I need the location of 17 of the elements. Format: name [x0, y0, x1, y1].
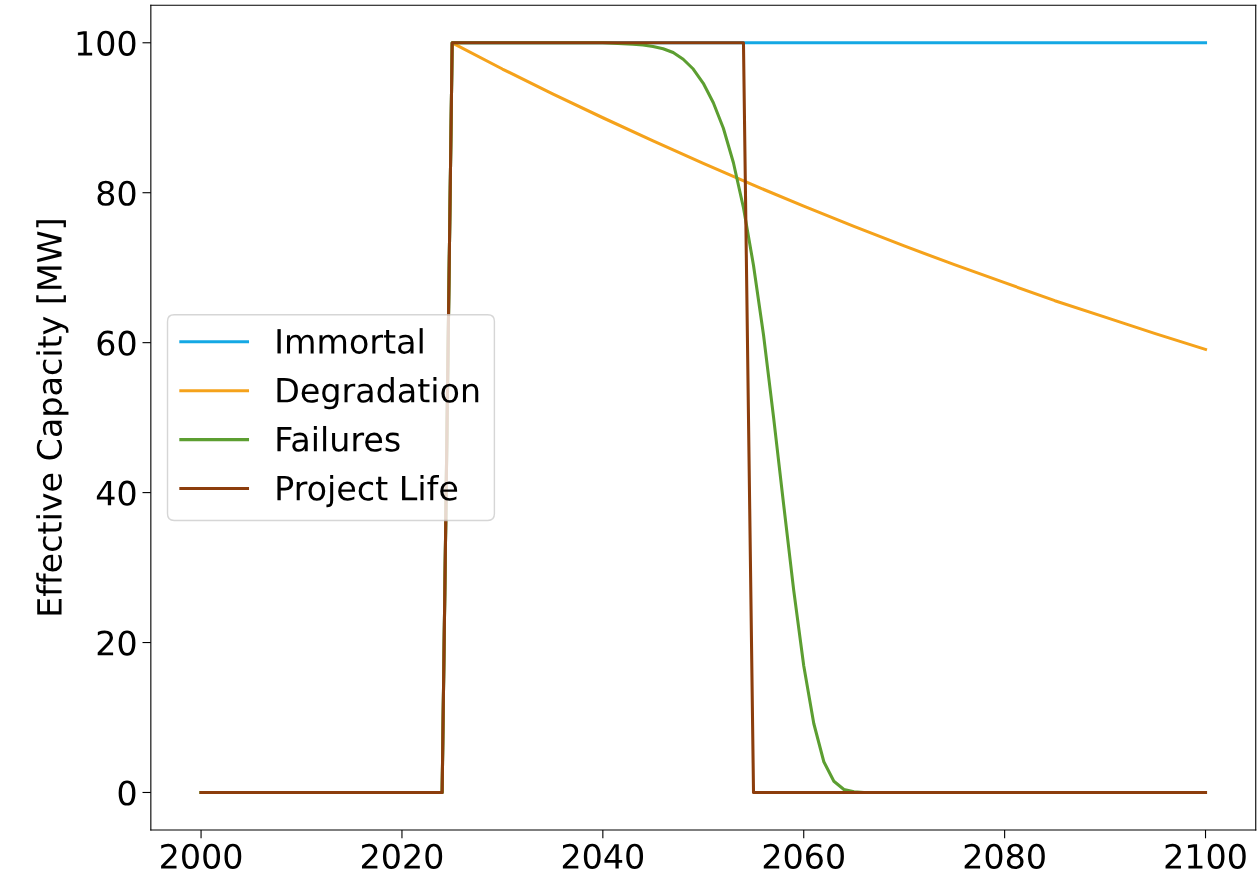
legend-label: Project Life: [277, 474, 458, 508]
y-tick-label: 100: [77, 30, 136, 56]
x-tick-label: 2040: [562, 843, 644, 869]
y-tick-label: 40: [96, 480, 136, 506]
y-tick-label: 60: [97, 330, 136, 356]
legend-label: Failures: [277, 425, 400, 452]
y-tick-label: 20: [97, 630, 136, 656]
x-tick-label: 2020: [361, 843, 443, 869]
x-tick-label: 2000: [161, 843, 242, 869]
y-tick-label: 80: [97, 180, 136, 206]
legend-label: Immortal: [277, 328, 423, 354]
x-tick-label: 2060: [763, 843, 844, 869]
x-tick-label: 2100: [1165, 843, 1246, 869]
x-tick-label: 2080: [964, 843, 1045, 869]
y-tick-label: 0: [118, 780, 136, 806]
legend-label: Degradation: [277, 377, 479, 410]
y-axis-title: Effective Capacity [MW]: [36, 220, 69, 615]
